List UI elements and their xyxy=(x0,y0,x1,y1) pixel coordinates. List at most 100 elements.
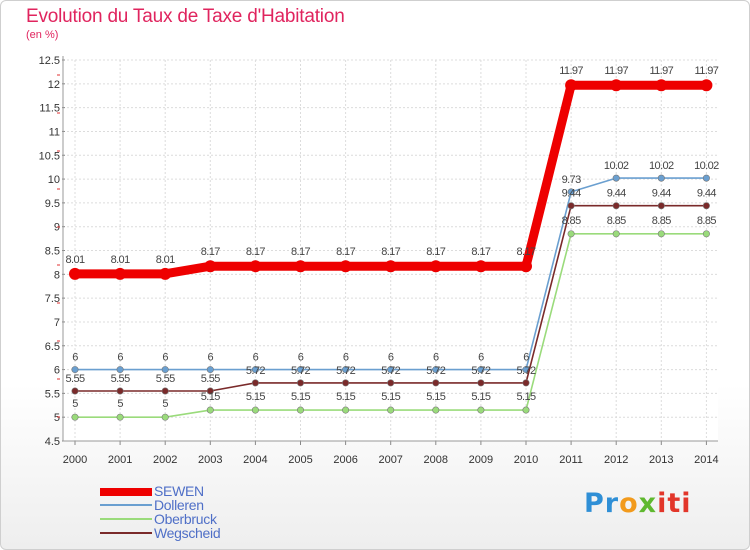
data-point-sewen xyxy=(565,79,578,92)
data-label-sewen: 11.97 xyxy=(604,65,628,77)
data-label-wegscheid: 5.55 xyxy=(156,373,175,385)
line-chart: 4.5 5 5.5 6 6.5 7 7.5 8 8.5 9 9.5 10 10.5 11 11.5 12 12.… xyxy=(39,55,720,466)
y-tick-label: 12 xyxy=(48,79,60,91)
y-tick-label: 6.5 xyxy=(45,341,60,353)
data-label-oberbruck: 5 xyxy=(162,398,168,410)
data-point-wegscheid xyxy=(477,379,485,387)
data-point-wegscheid xyxy=(567,202,575,210)
data-point-dolleren xyxy=(702,174,710,182)
data-point-oberbruck xyxy=(342,406,350,414)
data-label-sewen: 8.01 xyxy=(111,254,130,266)
x-tick-label: 2002 xyxy=(153,454,177,466)
data-label-wegscheid: 5.55 xyxy=(65,373,84,385)
data-label-sewen: 8.17 xyxy=(516,246,535,258)
x-tick-label: 2008 xyxy=(424,454,448,466)
data-label-oberbruck: 5.15 xyxy=(471,391,490,403)
data-label-dolleren: 10.02 xyxy=(604,160,629,172)
data-point-dolleren xyxy=(477,366,485,374)
data-label-oberbruck: 5.15 xyxy=(426,391,445,403)
data-label-wegscheid: 5.72 xyxy=(246,365,265,377)
y-tick-label: 6 xyxy=(54,365,60,377)
y-tick-label: 5.5 xyxy=(45,388,60,400)
data-point-dolleren xyxy=(71,366,79,374)
data-label-wegscheid: 5.55 xyxy=(201,373,220,385)
data-point-dolleren xyxy=(342,366,350,374)
data-label-sewen: 11.97 xyxy=(559,65,583,77)
x-tick-label: 2009 xyxy=(469,454,493,466)
y-tick-label: 9 xyxy=(54,222,60,234)
data-label-sewen: 8.17 xyxy=(426,246,445,258)
data-point-sewen xyxy=(69,267,81,280)
data-label-dolleren: 6 xyxy=(208,352,214,364)
data-label-wegscheid: 9.44 xyxy=(652,188,671,200)
y-tick-label: 5 xyxy=(54,412,60,424)
chart-subtitle: (en %) xyxy=(26,29,59,41)
data-point-dolleren xyxy=(296,366,304,374)
data-point-wegscheid xyxy=(116,387,124,395)
data-point-oberbruck xyxy=(477,406,485,414)
data-label-sewen: 8.17 xyxy=(471,246,490,258)
data-label-wegscheid: 5.72 xyxy=(426,365,445,377)
data-label-dolleren: 6 xyxy=(478,352,484,364)
data-label-oberbruck: 8.85 xyxy=(697,215,716,227)
data-label-sewen: 8.17 xyxy=(336,246,355,258)
data-point-dolleren xyxy=(612,174,620,182)
data-point-oberbruck xyxy=(657,230,665,238)
data-point-dolleren xyxy=(657,174,665,182)
x-tick-label: 2013 xyxy=(649,454,673,466)
data-point-oberbruck xyxy=(296,406,304,414)
data-point-sewen xyxy=(655,79,668,92)
y-tick-label: 8.5 xyxy=(45,246,60,258)
data-point-dolleren xyxy=(161,366,169,374)
data-label-dolleren: 6 xyxy=(433,352,439,364)
data-point-oberbruck xyxy=(206,406,214,414)
data-point-sewen xyxy=(339,260,352,273)
data-label-oberbruck: 5 xyxy=(72,398,78,410)
y-tick-label: 8 xyxy=(54,269,60,281)
data-label-dolleren: 6 xyxy=(523,352,529,364)
chart-title: Evolution du Taux de Taxe d'Habitation xyxy=(26,6,345,27)
legend-label-dolleren: Dolleren xyxy=(154,497,204,513)
legend-swatch-sewen xyxy=(100,488,152,496)
data-point-wegscheid xyxy=(387,379,395,387)
data-point-sewen xyxy=(610,79,623,92)
data-point-wegscheid xyxy=(296,379,304,387)
data-label-sewen: 8.17 xyxy=(246,246,265,258)
data-point-dolleren xyxy=(432,366,440,374)
data-point-wegscheid xyxy=(612,202,620,210)
data-label-wegscheid: 5.72 xyxy=(516,365,535,377)
data-label-oberbruck: 5.15 xyxy=(336,391,355,403)
data-label-sewen: 11.97 xyxy=(695,65,719,77)
y-tick-label: 10 xyxy=(48,174,60,186)
proxiti-logo: Proxiti xyxy=(584,488,692,519)
data-point-oberbruck xyxy=(702,230,710,238)
data-point-sewen xyxy=(114,267,127,280)
data-label-sewen: 8.01 xyxy=(156,254,175,266)
x-tick-label: 2006 xyxy=(333,454,357,466)
data-label-dolleren: 6 xyxy=(162,352,168,364)
y-tick-label: 7.5 xyxy=(45,293,60,305)
data-label-oberbruck: 8.85 xyxy=(607,215,626,227)
legend-swatch-oberbruck xyxy=(100,518,152,520)
data-point-oberbruck xyxy=(161,413,169,421)
x-tick-label: 2000 xyxy=(63,454,87,466)
data-label-dolleren: 6 xyxy=(388,352,394,364)
x-tick-label: 2005 xyxy=(288,454,312,466)
x-tick-label: 2007 xyxy=(378,454,402,466)
legend-label-oberbruck: Oberbruck xyxy=(154,511,217,527)
data-label-oberbruck: 8.85 xyxy=(562,215,581,227)
data-point-dolleren xyxy=(567,188,575,196)
data-label-oberbruck: 5 xyxy=(117,398,123,410)
data-point-sewen xyxy=(204,260,217,273)
x-tick-label: 2003 xyxy=(198,454,222,466)
y-tick-label: 10.5 xyxy=(39,150,60,162)
data-point-sewen xyxy=(700,79,713,92)
data-point-oberbruck xyxy=(387,406,395,414)
data-point-dolleren xyxy=(387,366,395,374)
data-point-oberbruck xyxy=(567,230,575,238)
data-label-wegscheid: 9.44 xyxy=(697,188,716,200)
data-label-wegscheid: 5.72 xyxy=(336,365,355,377)
data-label-oberbruck: 5.15 xyxy=(291,391,310,403)
data-label-sewen: 8.17 xyxy=(381,246,400,258)
data-point-oberbruck xyxy=(71,413,79,421)
